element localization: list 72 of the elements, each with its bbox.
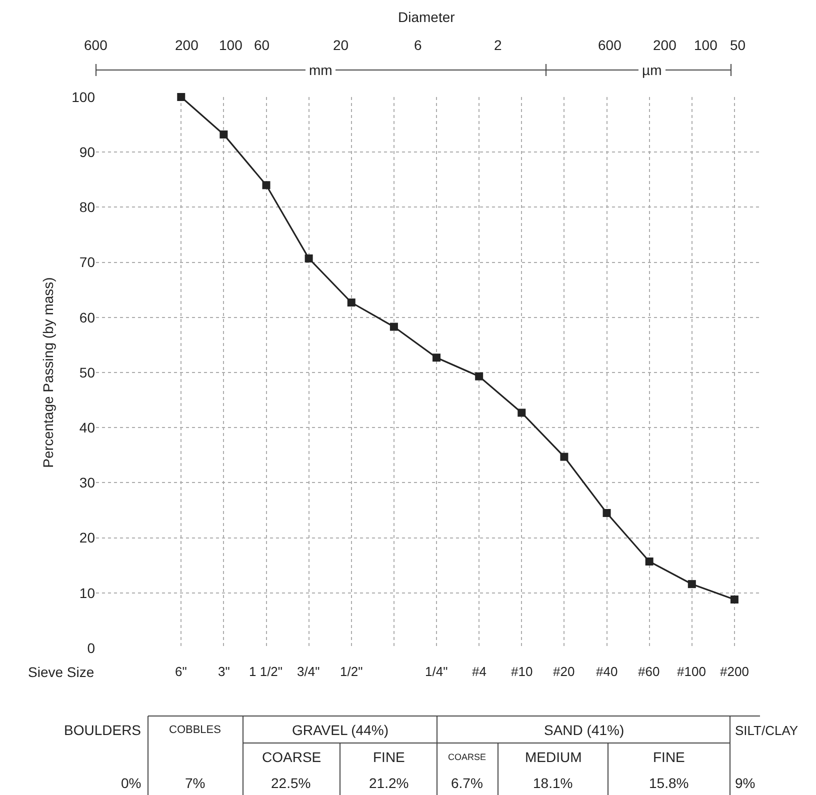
text: 50: [730, 37, 746, 53]
text: FINE: [653, 749, 685, 765]
x-tick-label: 3/4": [297, 664, 320, 679]
text: 6: [414, 37, 422, 53]
text: COARSE: [262, 749, 322, 765]
text: SILT/CLAY: [735, 723, 798, 738]
text: 100: [219, 37, 243, 53]
y-tick-label: 10: [79, 584, 96, 601]
x-tick-label: #40: [596, 664, 618, 679]
text: 9%: [735, 775, 756, 791]
point: [602, 509, 611, 518]
point: [475, 372, 484, 380]
text: SAND (41%): [544, 722, 624, 738]
point: [220, 130, 228, 138]
text: GRAVEL (44%): [292, 722, 388, 738]
y-axis-title: Percentage Passing (by mass): [40, 277, 56, 468]
text: 2: [494, 37, 502, 53]
y-tick-label: 100: [72, 88, 96, 105]
point: [645, 557, 654, 566]
text: 600: [84, 37, 108, 53]
x-tick-label: 1 1/2": [249, 664, 283, 679]
point: [262, 181, 270, 190]
y-tick-label: 20: [79, 530, 96, 546]
point: [304, 254, 313, 262]
text: FINE: [373, 749, 405, 765]
y-tick-label: 90: [79, 144, 96, 160]
point: [688, 580, 696, 588]
x-axis-title: Sieve Size: [28, 664, 94, 680]
y-tick-label: 50: [79, 364, 96, 380]
point: [560, 452, 568, 461]
text: MEDIUM: [525, 749, 582, 765]
x-tick-label: 1/2": [340, 664, 364, 679]
point: [177, 93, 186, 101]
x-tick-label: #20: [553, 664, 575, 679]
x-tick-label: #60: [638, 664, 660, 679]
point: [432, 354, 441, 362]
text: 15.8%: [649, 775, 689, 791]
y-tick-label: 0: [87, 640, 96, 656]
x-tick-label: 3": [218, 664, 230, 679]
text: 100: [694, 37, 718, 53]
y-tick-label: 70: [79, 254, 96, 270]
text: 18.1%: [533, 775, 573, 791]
text: 22.5%: [271, 775, 311, 791]
x-tick-label: #200: [720, 664, 749, 679]
x-tick-label: #100: [677, 664, 706, 679]
x-tick-label: 6": [175, 664, 188, 679]
text: 60: [254, 37, 270, 53]
point: [390, 322, 398, 331]
x-tick-label: #10: [511, 664, 533, 679]
text: Diameter: [398, 9, 456, 25]
y-tick-label: 60: [79, 309, 96, 326]
y-tick-label: 40: [79, 420, 96, 436]
y-tick-label: 30: [79, 474, 96, 491]
text: COBBLES: [169, 724, 221, 736]
text: 6.7%: [451, 775, 483, 791]
point: [347, 298, 356, 307]
text: 21.2%: [369, 775, 409, 791]
text: 7%: [185, 775, 206, 791]
text: 600: [598, 37, 622, 53]
text: mm: [309, 62, 332, 78]
text: 200: [653, 37, 677, 53]
text: BOULDERS: [64, 722, 142, 738]
point: [730, 596, 738, 604]
y-tick-label: 80: [79, 199, 96, 216]
text: 0%: [121, 775, 142, 791]
point: [518, 408, 526, 417]
text: COARSE: [448, 752, 486, 762]
text: µm: [642, 62, 662, 78]
text: 200: [175, 37, 199, 53]
text: 20: [333, 37, 349, 53]
x-tick-label: 1/4": [425, 664, 448, 679]
x-tick-label: #4: [472, 664, 486, 679]
